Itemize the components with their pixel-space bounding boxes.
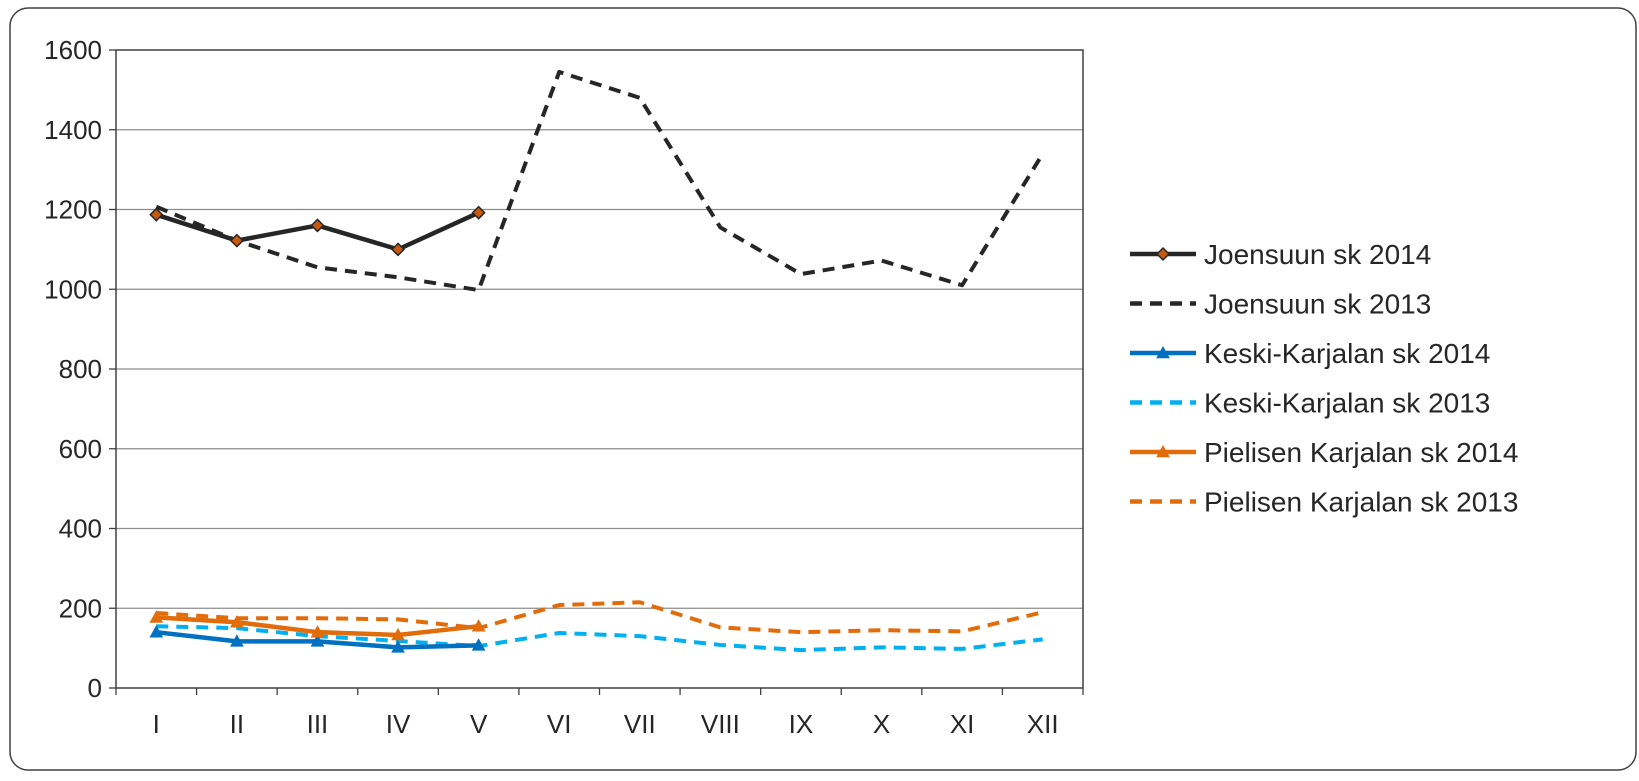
data-point-marker xyxy=(230,634,244,647)
x-tick-label: VII xyxy=(624,709,656,739)
x-tick-label: IX xyxy=(789,709,814,739)
x-tick-label: XI xyxy=(950,709,975,739)
y-tick-label: 400 xyxy=(59,514,102,544)
y-tick-label: 1000 xyxy=(44,274,102,304)
data-point-marker xyxy=(149,625,164,638)
legend-item-joensuun-sk-2013: Joensuun sk 2013 xyxy=(1130,289,1431,320)
legend-label: Joensuun sk 2013 xyxy=(1204,289,1431,320)
x-axis: I II III IV V VI VII VIII IX X XI XII xyxy=(115,688,1084,739)
x-tick-label: II xyxy=(230,709,244,739)
series-joensuun-sk-2013 xyxy=(155,69,1045,293)
x-tick-label: I xyxy=(153,709,160,739)
data-point-marker xyxy=(391,640,405,653)
series-line xyxy=(156,600,1044,635)
data-point-marker xyxy=(310,218,325,233)
data-point-marker xyxy=(471,205,486,220)
data-point-marker xyxy=(471,638,486,651)
x-tick-label: VI xyxy=(547,709,572,739)
x-tick-label: IV xyxy=(386,709,411,739)
series-joensuun-sk-2014 xyxy=(149,205,486,257)
data-point-marker xyxy=(471,619,486,632)
data-point-marker xyxy=(1155,246,1171,262)
legend: Joensuun sk 2014 Joensuun sk 2013 Keski-Ka… xyxy=(1130,239,1518,518)
data-point-marker xyxy=(390,242,406,257)
legend-label: Pielisen Karjalan sk 2013 xyxy=(1204,487,1518,518)
data-point-marker xyxy=(310,625,325,638)
legend-item-pielisen-karjalan-sk-2013: Pielisen Karjalan sk 2013 xyxy=(1130,487,1518,518)
series-pielisen-karjalan-sk-2014 xyxy=(149,610,486,641)
legend-label: Keski-Karjalan sk 2014 xyxy=(1204,338,1490,369)
data-point-marker xyxy=(149,610,164,623)
x-tick-label: V xyxy=(470,709,488,739)
y-tick-label: 1400 xyxy=(44,115,102,145)
y-tick-label: 1600 xyxy=(44,35,102,65)
x-tick-label: X xyxy=(873,709,890,739)
data-point-marker xyxy=(391,627,405,641)
data-point-marker xyxy=(230,615,244,628)
x-tick-label: XII xyxy=(1027,709,1059,739)
series-keski-karjalan-sk-2014 xyxy=(149,625,486,653)
gridlines xyxy=(116,129,1083,609)
x-tick-label: III xyxy=(307,709,329,739)
y-tick-label: 0 xyxy=(88,673,102,703)
y-tick-label: 600 xyxy=(59,434,102,464)
legend-item-joensuun-sk-2014: Joensuun sk 2014 xyxy=(1130,239,1431,270)
data-point-marker xyxy=(310,634,325,647)
data-point-marker xyxy=(229,233,244,248)
series-line xyxy=(155,69,1045,293)
legend-item-pielisen-karjalan-sk-2014: Pielisen Karjalan sk 2014 xyxy=(1130,437,1518,468)
data-point-marker xyxy=(1156,444,1170,458)
y-tick-label: 200 xyxy=(59,593,102,623)
legend-label: Keski-Karjalan sk 2013 xyxy=(1204,388,1490,419)
data-point-marker xyxy=(1156,345,1170,359)
legend-label: Joensuun sk 2014 xyxy=(1204,239,1431,270)
series-keski-karjalan-sk-2013 xyxy=(156,624,1043,653)
y-axis: 0 200 400 600 800 1000 1200 1400 1600 xyxy=(44,35,116,703)
legend-label: Pielisen Karjalan sk 2014 xyxy=(1204,437,1518,468)
legend-item-keski-karjalan-sk-2014: Keski-Karjalan sk 2014 xyxy=(1130,338,1490,369)
data-point-marker xyxy=(149,207,164,222)
series-pielisen-karjalan-sk-2013 xyxy=(156,600,1044,635)
series-layer xyxy=(149,69,1045,653)
x-tick-label: VIII xyxy=(701,709,740,739)
legend-item-keski-karjalan-sk-2013: Keski-Karjalan sk 2013 xyxy=(1130,388,1490,419)
chart-border xyxy=(9,7,1637,771)
series-line xyxy=(156,624,1043,653)
y-tick-label: 1200 xyxy=(44,195,102,225)
y-tick-label: 800 xyxy=(59,354,102,384)
